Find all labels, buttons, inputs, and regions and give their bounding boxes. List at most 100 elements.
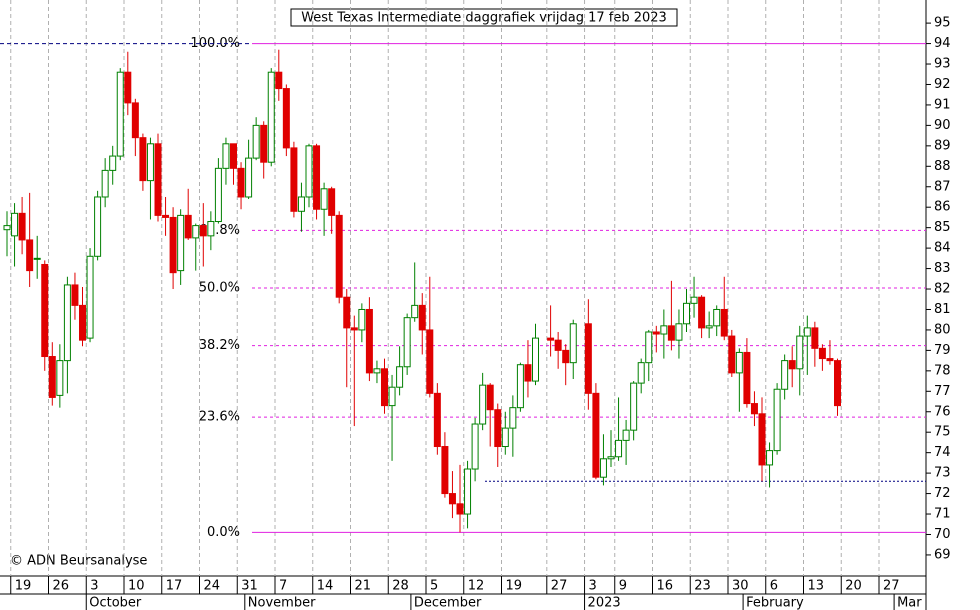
- x-tick-label: 21: [355, 579, 372, 594]
- x-tick-label: 19: [15, 579, 32, 594]
- candle-body: [584, 323, 592, 394]
- candle-body: [237, 167, 245, 198]
- candle-body: [169, 216, 177, 274]
- candle-body: [690, 296, 698, 304]
- candle-body: [818, 347, 826, 360]
- level-label: 38.2%: [199, 338, 240, 353]
- y-tick-label: 93: [934, 57, 951, 72]
- candle-body: [79, 304, 86, 341]
- candle-body: [592, 392, 600, 478]
- candle-body: [18, 212, 26, 241]
- candle-body: [675, 323, 683, 341]
- x-tick-label: 26: [53, 579, 70, 594]
- level-label: 0.0%: [207, 525, 240, 540]
- candle-body: [554, 339, 562, 351]
- y-tick-label: 72: [934, 486, 951, 501]
- candle-body: [11, 212, 19, 237]
- candle-body: [26, 239, 34, 272]
- copyright: © ADN Beursanalyse: [10, 554, 147, 569]
- candle-body: [199, 225, 207, 237]
- candle-body: [698, 296, 706, 329]
- y-tick-label: 78: [934, 363, 951, 378]
- x-tick-label: 12: [468, 579, 485, 594]
- x-tick-label: 30: [732, 579, 749, 594]
- y-tick-label: 82: [934, 282, 951, 297]
- candle-body: [524, 364, 532, 382]
- candle-body: [335, 214, 343, 298]
- y-tick-label: 76: [934, 404, 951, 419]
- x-tick-label: 27: [551, 579, 568, 594]
- candle-body: [758, 413, 766, 466]
- candle-body: [297, 196, 305, 212]
- candle-body: [184, 214, 192, 239]
- candle-body: [418, 304, 426, 331]
- y-tick-label: 80: [934, 322, 951, 337]
- candle-body: [245, 157, 253, 198]
- candle-body: [615, 439, 623, 458]
- level-label: 23.6%: [199, 410, 240, 425]
- candle-body: [71, 284, 79, 306]
- candle-body: [290, 147, 298, 212]
- candle-body: [403, 317, 411, 368]
- month-label: Mar: [897, 596, 922, 610]
- x-tick-label: 16: [657, 579, 674, 594]
- candle-body: [637, 362, 645, 384]
- candle-body: [305, 145, 313, 198]
- candle-body: [146, 143, 154, 182]
- x-tick-label: 20: [845, 579, 862, 594]
- candle-body: [720, 308, 728, 337]
- y-tick-label: 87: [934, 179, 951, 194]
- candle-body: [139, 137, 147, 182]
- y-tick-label: 84: [934, 241, 951, 256]
- chart-title: West Texas Intermediate daggrafiek vrijd…: [301, 11, 667, 26]
- candle-body: [456, 503, 464, 515]
- candle-body: [713, 308, 721, 327]
- y-tick-label: 95: [934, 16, 951, 31]
- candle-body: [94, 196, 102, 257]
- candle-body: [358, 308, 366, 331]
- candle-body: [645, 331, 653, 364]
- candle-body: [464, 468, 472, 515]
- candle-body: [441, 446, 449, 495]
- candle-body: [501, 427, 509, 448]
- x-tick-label: 9: [619, 579, 627, 594]
- x-tick-label: 14: [317, 579, 334, 594]
- candle-body: [735, 351, 743, 374]
- candle-body: [373, 368, 381, 374]
- y-tick-label: 89: [934, 138, 951, 153]
- x-tick-label: 3: [90, 579, 98, 594]
- candle-body: [365, 308, 373, 374]
- candle-body: [788, 360, 796, 370]
- month-label: October: [89, 596, 142, 610]
- candle-body: [162, 214, 170, 218]
- y-tick-label: 83: [934, 261, 951, 276]
- candle-body: [124, 71, 132, 104]
- candle-body: [33, 257, 41, 260]
- y-tick-label: 92: [934, 77, 951, 92]
- candle-body: [773, 388, 781, 452]
- y-tick-label: 74: [934, 445, 951, 460]
- month-label: February: [746, 596, 804, 610]
- candle-body: [56, 360, 64, 396]
- x-tick-label: 17: [166, 579, 183, 594]
- candle-body: [230, 143, 237, 169]
- candle-body: [214, 167, 222, 223]
- month-label: 2023: [588, 596, 621, 610]
- x-tick-label: 19: [506, 579, 523, 594]
- candle-body: [569, 323, 577, 364]
- candle-body: [705, 325, 713, 329]
- y-tick-label: 94: [934, 36, 951, 51]
- candle-body: [532, 337, 539, 382]
- x-tick-label: 27: [883, 579, 900, 594]
- x-tick-label: 28: [392, 579, 409, 594]
- candle-body: [41, 263, 49, 358]
- x-tick-label: 3: [589, 579, 597, 594]
- candle-body: [3, 225, 11, 231]
- candle-body: [267, 71, 275, 163]
- candle-body: [275, 71, 283, 90]
- candle-body: [411, 304, 419, 319]
- y-tick-label: 70: [934, 527, 951, 542]
- y-tick-label: 69: [934, 547, 951, 562]
